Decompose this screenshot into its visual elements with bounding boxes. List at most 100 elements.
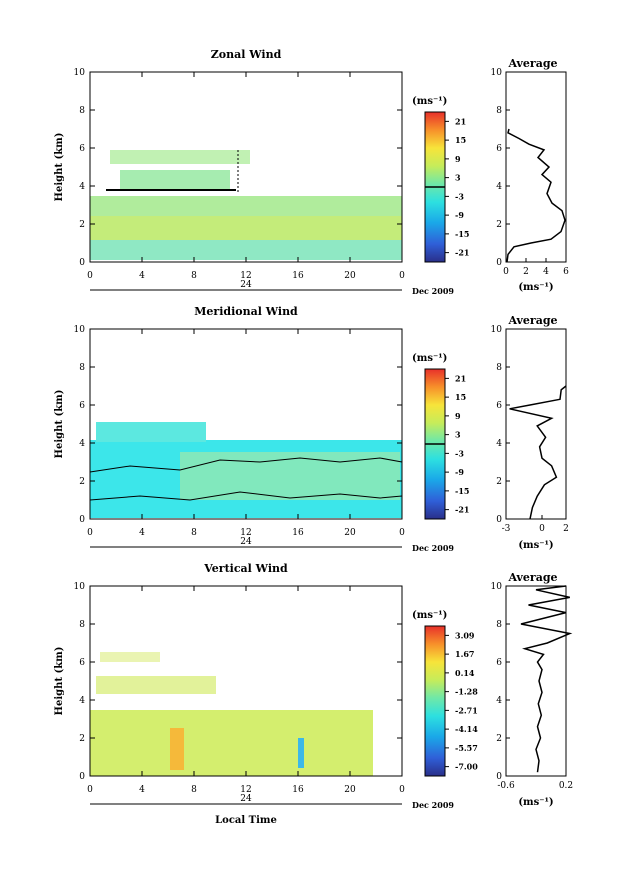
zonal-xtick-label: 4 bbox=[139, 271, 145, 281]
zonal-band-mid bbox=[90, 214, 402, 240]
meridional-avg-profile bbox=[509, 385, 567, 520]
zonal-ytick-label: 4 bbox=[79, 182, 85, 192]
meridional-avg-yticks: 0 2 4 6 8 10 bbox=[491, 325, 510, 525]
zonal-avg-frame bbox=[505, 71, 567, 263]
vertical-xticks: 0 4 8 12 16 20 0 bbox=[87, 586, 405, 795]
meridional-ytick-label: 0 bbox=[79, 515, 85, 525]
vertical-xtick-label: 8 bbox=[191, 785, 197, 795]
meridional-cb-tick-label: -3 bbox=[455, 448, 464, 458]
meridional-xticks: 0 4 8 12 16 20 0 bbox=[87, 329, 405, 538]
zonal-xtick-label: 8 bbox=[191, 271, 197, 281]
meridional-xtick-label: 8 bbox=[191, 528, 197, 538]
vertical-ytick-label: 0 bbox=[79, 772, 85, 782]
vertical-avg-ytick-label: 8 bbox=[496, 620, 502, 630]
meridional-avg-ytick-label: 4 bbox=[496, 439, 502, 449]
vertical-band-low bbox=[90, 710, 373, 776]
meridional-contour-upper bbox=[89, 457, 403, 473]
meridional-ytick-label: 10 bbox=[74, 325, 86, 335]
zonal-cb-unit: (ms⁻¹) bbox=[412, 96, 447, 107]
vertical-yticks: 0 2 4 6 8 10 bbox=[74, 582, 402, 782]
zonal-cb-tick-label: 9 bbox=[455, 154, 461, 164]
vertical-xtick-label: 4 bbox=[139, 785, 145, 795]
zonal-avg-ytick-label: 6 bbox=[496, 144, 502, 154]
zonal-xticks: 0 4 8 12 16 20 0 bbox=[87, 72, 405, 281]
vertical-xtick-label: 0 bbox=[87, 785, 93, 795]
vertical-avg-ytick-label: 0 bbox=[496, 772, 502, 782]
vertical-avg-xticks: -0.6 0.2 bbox=[497, 772, 573, 791]
vertical-ytick-label: 4 bbox=[79, 696, 85, 706]
zonal-avg-yticks: 0 2 4 6 8 10 bbox=[491, 68, 510, 268]
vertical-cb-tick-label: 1.67 bbox=[455, 649, 474, 659]
vertical-ylabel: Height (km) bbox=[54, 647, 65, 716]
zonal-avg-ytick-label: 8 bbox=[496, 106, 502, 116]
meridional-avg-frame bbox=[505, 328, 567, 520]
vertical-avg-ytick-label: 2 bbox=[496, 734, 502, 744]
vertical-updraft-patch bbox=[170, 728, 184, 770]
meridional-ytick-label: 6 bbox=[79, 401, 85, 411]
zonal-field bbox=[90, 150, 402, 260]
vertical-colorbar bbox=[424, 625, 446, 777]
vertical-ytick-label: 6 bbox=[79, 658, 85, 668]
meridional-cb-unit: (ms⁻¹) bbox=[412, 353, 447, 364]
zonal-patch-5km bbox=[110, 150, 250, 164]
zonal-xtick-label: 0 bbox=[87, 271, 93, 281]
zonal-avg-title: Average bbox=[507, 57, 557, 70]
vertical-ytick-label: 10 bbox=[74, 582, 86, 592]
vertical-xtick-label: 12 bbox=[240, 785, 251, 795]
vertical-avg-xtick-label: 0.2 bbox=[559, 781, 573, 791]
zonal-avg-xticks: 0 2 4 6 bbox=[503, 258, 569, 277]
meridional-ylabel: Height (km) bbox=[54, 390, 65, 459]
vertical-patch-5km bbox=[100, 652, 160, 662]
vertical-avg-xtick-label: -0.6 bbox=[497, 781, 515, 791]
vertical-date-label: Dec 2009 bbox=[412, 800, 454, 810]
vertical-ytick-label: 8 bbox=[79, 620, 85, 630]
zonal-ytick-label: 8 bbox=[79, 106, 85, 116]
vertical-avg-unit: (ms⁻¹) bbox=[518, 797, 553, 808]
meridional-avg-xtick-label: 0 bbox=[539, 524, 545, 534]
zonal-patch-4km bbox=[120, 170, 230, 190]
zonal-avg-profile bbox=[506, 128, 566, 263]
zonal-avg-xtick-label: 2 bbox=[523, 267, 529, 277]
meridional-cb-tick-label: 9 bbox=[455, 411, 461, 421]
zonal-avg-ytick-label: 2 bbox=[496, 220, 502, 230]
vertical-ytick-label: 2 bbox=[79, 734, 85, 744]
meridional-ytick-label: 8 bbox=[79, 363, 85, 373]
meridional-cb-tick-label: -15 bbox=[455, 486, 469, 496]
meridional-cb-tick-label: 21 bbox=[455, 373, 466, 383]
meridional-avg-ytick-label: 6 bbox=[496, 401, 502, 411]
zonal-cb-tick-label: 21 bbox=[455, 116, 466, 126]
meridional-avg-xtick-label: -3 bbox=[502, 524, 511, 534]
vertical-cb-unit: (ms⁻¹) bbox=[412, 610, 447, 621]
zonal-ytick-label: 6 bbox=[79, 144, 85, 154]
vertical-avg-ytick-label: 10 bbox=[491, 582, 503, 592]
meridional-avg-ytick-label: 10 bbox=[491, 325, 503, 335]
meridional-xtick-label: 20 bbox=[344, 528, 356, 538]
zonal-title: Zonal Wind bbox=[211, 48, 282, 61]
meridional-avg-ytick-label: 2 bbox=[496, 477, 502, 487]
zonal-ytick-label: 2 bbox=[79, 220, 85, 230]
vertical-cb-tick-label: -2.71 bbox=[455, 705, 478, 715]
zonal-xtick-label: 12 bbox=[240, 271, 251, 281]
meridional-cb-tick-label: -9 bbox=[455, 467, 464, 477]
meridional-title: Meridional Wind bbox=[194, 305, 298, 318]
zonal-cb-tick-label: -9 bbox=[455, 210, 464, 220]
vertical-cb-tick-label: -5.57 bbox=[455, 743, 478, 753]
vertical-downdraft-patch bbox=[298, 738, 304, 768]
meridional-avg-ytick-label: 0 bbox=[496, 515, 502, 525]
zonal-xtick-label: 0 bbox=[399, 271, 405, 281]
vertical-xtick-label: 0 bbox=[399, 785, 405, 795]
zonal-band-low bbox=[90, 238, 402, 260]
zonal-avg-ytick-label: 10 bbox=[491, 68, 503, 78]
vertical-xtick-label: 20 bbox=[344, 785, 356, 795]
meridional-field bbox=[89, 422, 403, 518]
zonal-cb-tick-label: -3 bbox=[455, 191, 464, 201]
zonal-cb-tick-label: -15 bbox=[455, 229, 469, 239]
zonal-cb-tick-label: 15 bbox=[455, 135, 466, 145]
vertical-cb-tick-label: -4.14 bbox=[455, 724, 478, 734]
vertical-avg-frame bbox=[505, 585, 567, 777]
zonal-date-label: Dec 2009 bbox=[412, 286, 454, 296]
meridional-avg-ytick-label: 8 bbox=[496, 363, 502, 373]
